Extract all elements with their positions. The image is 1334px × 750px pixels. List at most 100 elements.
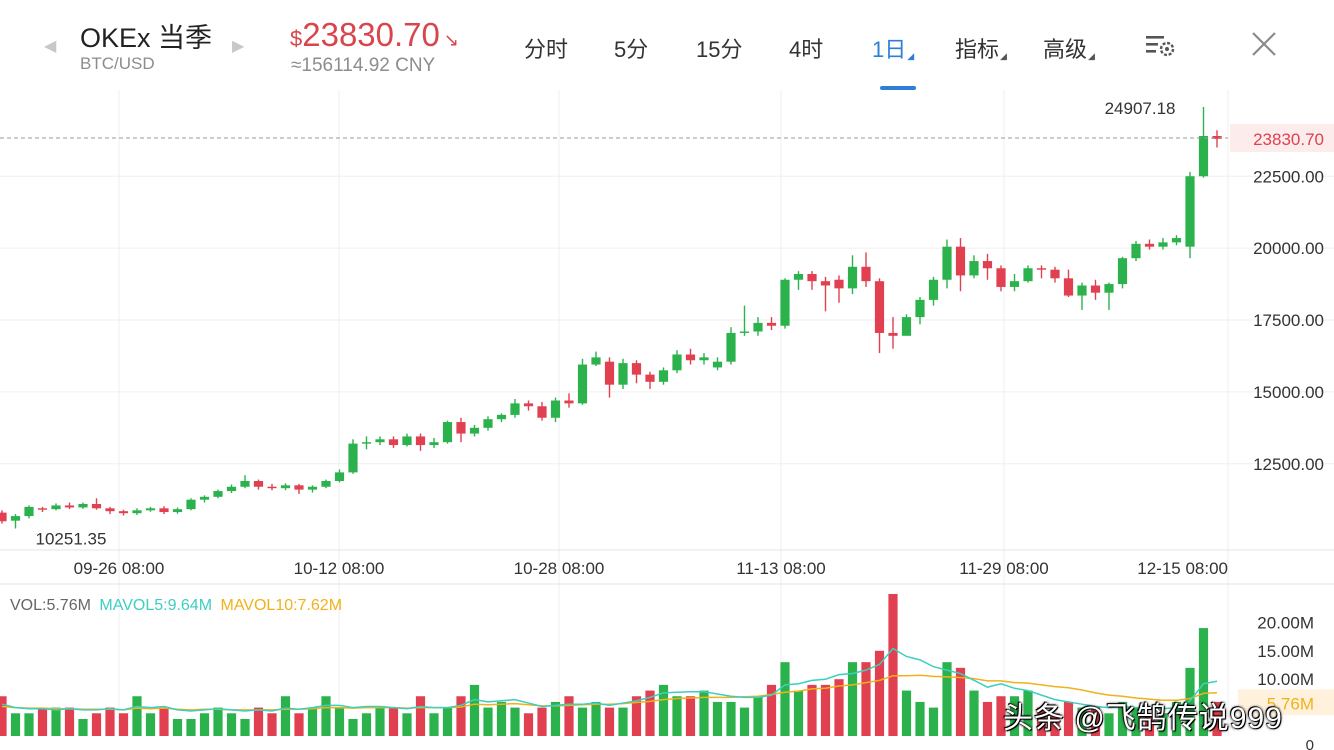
candle-body (253, 481, 264, 487)
volume-bar (402, 713, 412, 736)
candle-body (78, 504, 88, 508)
volume-bar (0, 696, 7, 736)
volume-bar (537, 707, 547, 736)
candle-body (226, 486, 237, 492)
last-price-value: 23830.70 (302, 16, 440, 53)
candle-body (969, 261, 979, 276)
candle-body (469, 427, 480, 434)
volume-bar (780, 662, 790, 736)
candle-body (280, 485, 291, 489)
volume-bar (240, 718, 250, 736)
volume-bar (510, 707, 520, 736)
tab-15min[interactable]: 15分 (696, 32, 742, 64)
volume-bar (1023, 690, 1033, 736)
kline-chart[interactable]: 22500.00 20000.00 17500.00 15000.00 12500.00… (0, 90, 1334, 750)
candle-body (429, 442, 439, 446)
volume-bar (1117, 701, 1128, 736)
volume-bar (469, 684, 480, 736)
volume-bar (631, 696, 642, 736)
tab-label: 1日 (872, 37, 907, 62)
volume-bar (132, 696, 142, 736)
volume-current-label: 5.76M (1267, 694, 1314, 713)
volume-bar (91, 713, 102, 736)
candle-body (510, 403, 520, 415)
tab-4hour[interactable]: 4时 (789, 32, 823, 64)
tab-indicators[interactable]: 指标◢ (955, 32, 1007, 64)
volume-bar (658, 684, 669, 736)
mavol5-line (1, 647, 1218, 712)
last-price: $23830.70 ↘ (290, 16, 459, 54)
candle-body (915, 299, 925, 318)
candle-body (766, 322, 777, 326)
tab-advanced[interactable]: 高级◢ (1043, 32, 1095, 64)
candle-body (1063, 278, 1074, 296)
volume-bar (199, 713, 210, 736)
volume-bar (1171, 701, 1182, 736)
candle-body (631, 363, 642, 375)
next-contract-arrow-icon[interactable]: ▶ (232, 38, 245, 55)
volume-bar (10, 713, 21, 736)
candle-body (672, 354, 682, 371)
candle-body (942, 246, 952, 280)
candle-body (739, 331, 750, 333)
volume-bar (564, 696, 574, 736)
candle-body (982, 261, 993, 269)
volume-bar (591, 701, 601, 736)
volume-bar (321, 696, 331, 736)
volume-bar (1185, 667, 1195, 736)
chart-settings-icon[interactable] (1145, 33, 1177, 59)
candle-body (1090, 285, 1101, 293)
price-axis-label: 20000.00 (1253, 239, 1324, 258)
volume-bar (523, 713, 534, 736)
volume-bar (712, 701, 723, 736)
time-axis-label: 11-13 08:00 (736, 559, 825, 578)
candle-body (1131, 243, 1141, 259)
volume-bar (456, 696, 466, 736)
tab-time-share[interactable]: 分时 (524, 32, 568, 64)
volume-bar (118, 713, 129, 736)
candle-body (658, 370, 669, 382)
dropdown-corner-icon: ◢ (907, 51, 915, 61)
volume-bar (267, 713, 277, 736)
candle-body (712, 361, 723, 368)
candle-body (888, 332, 898, 336)
candle-body (820, 281, 831, 286)
candle-body (361, 442, 372, 444)
contract-symbol[interactable]: OKEx 当季 (80, 23, 213, 53)
candle-body (1104, 284, 1114, 293)
volume-bar (915, 701, 925, 736)
candle-body (375, 439, 385, 443)
tab-5min[interactable]: 5分 (614, 32, 648, 64)
price-axis-label: 12500.00 (1253, 455, 1324, 474)
volume-bar (429, 713, 439, 736)
volume-bar (685, 696, 696, 736)
volume-bar (604, 707, 615, 736)
time-axis-label: 10-28 08:00 (514, 559, 605, 578)
candle-body (1036, 268, 1047, 270)
candle-body (1144, 243, 1155, 247)
volume-bar (483, 707, 493, 736)
volume-bar (24, 713, 34, 736)
candle-body (1117, 258, 1128, 285)
candle-body (37, 508, 48, 510)
volume-bar (496, 701, 507, 736)
volume-bar (375, 707, 385, 736)
price-down-arrow-icon: ↘ (443, 30, 459, 50)
candle-body (10, 516, 21, 521)
candle-body (780, 279, 790, 326)
volume-bar (1104, 713, 1114, 736)
time-axis-label: 10-12 08:00 (294, 559, 385, 578)
volume-current-tag-bg (1238, 689, 1334, 716)
volume-bar (1036, 707, 1047, 736)
tab-1day[interactable]: 1日◢ (872, 32, 914, 64)
volume-bar (753, 696, 763, 736)
candle-body (996, 268, 1006, 287)
candle-body (645, 374, 655, 382)
volume-bar (766, 684, 777, 736)
candle-body (267, 486, 277, 489)
prev-contract-arrow-icon[interactable]: ◀ (44, 38, 57, 55)
candle-body (591, 357, 601, 365)
candle-body (1158, 242, 1168, 247)
close-icon[interactable] (1250, 30, 1278, 58)
candle-body (51, 505, 61, 510)
